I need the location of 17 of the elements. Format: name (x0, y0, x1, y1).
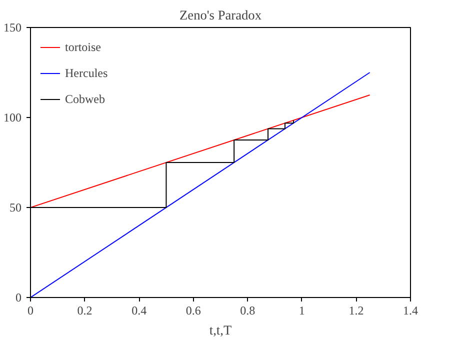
x-tick-label: 1.2 (348, 304, 364, 318)
legend-label: Hercules (65, 66, 108, 80)
x-tick-label: 1.4 (403, 304, 418, 318)
chart-title: Zeno's Paradox (180, 8, 262, 22)
legend-label: Cobweb (65, 92, 105, 106)
x-tick-label: 0.8 (240, 304, 256, 318)
y-tick-label: 0 (16, 290, 22, 304)
x-tick-label: 0.6 (186, 304, 201, 318)
x-tick-label: 0.2 (77, 304, 92, 318)
x-tick-label: 0.4 (132, 304, 147, 318)
x-tick-label: 1 (298, 304, 305, 318)
y-tick-label: 50 (10, 200, 22, 214)
x-tick-label: 0 (28, 304, 34, 318)
x-axis-title: t,t,T (209, 322, 232, 338)
y-tick-label: 150 (4, 20, 22, 34)
y-tick-label: 100 (4, 110, 22, 124)
legend-label: tortoise (65, 40, 101, 54)
